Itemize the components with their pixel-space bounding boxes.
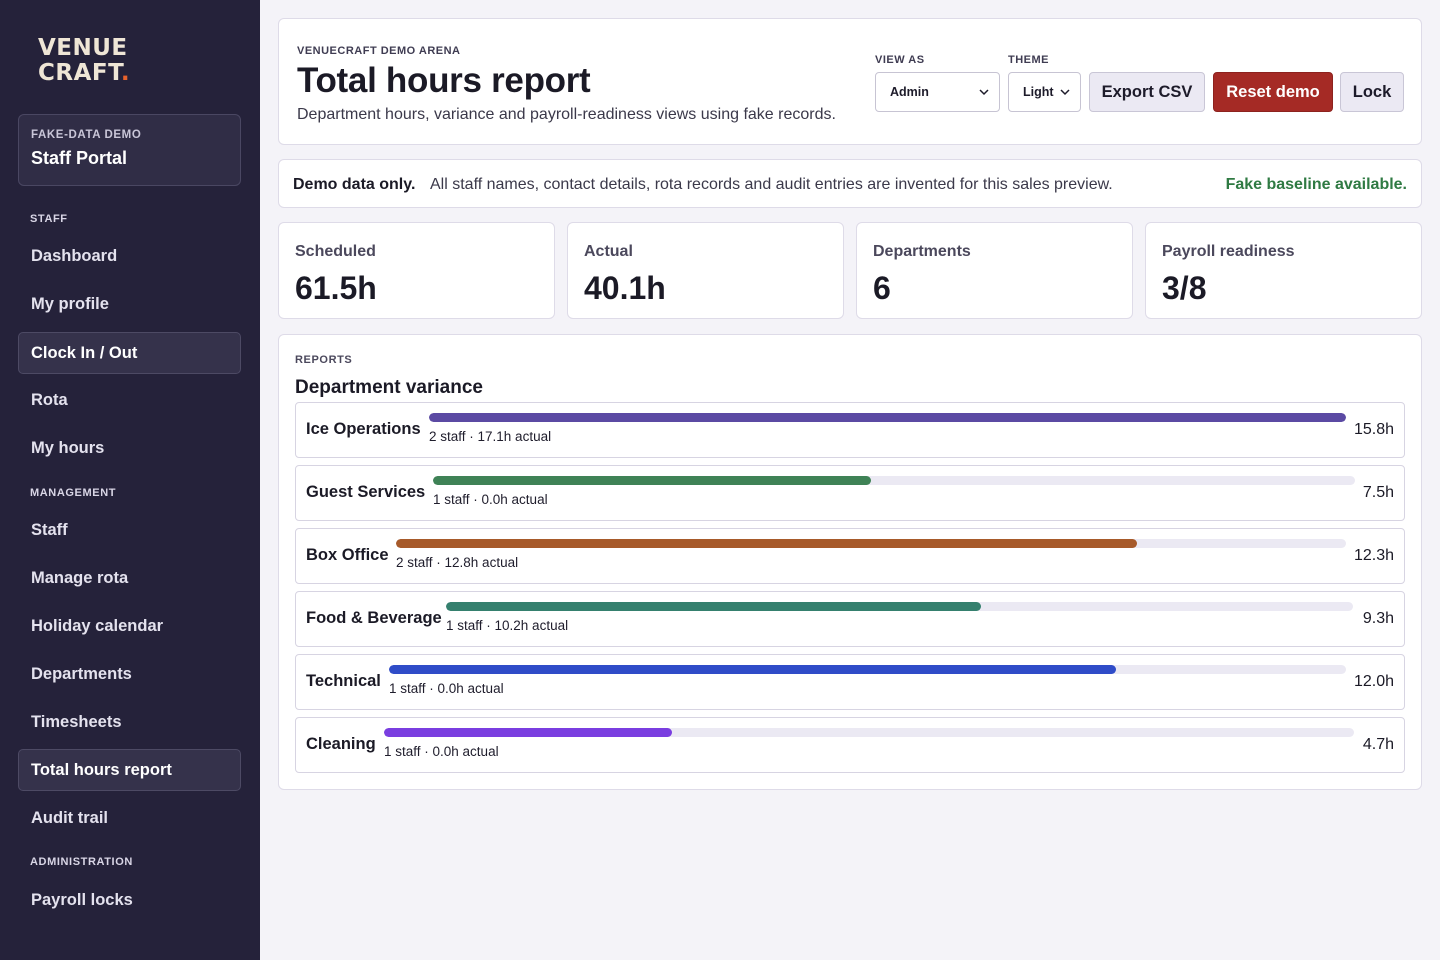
chevron-down-icon [1060,89,1070,96]
department-name: Box Office [306,546,389,564]
department-meta: 1 staff · 10.2h actual [446,618,569,633]
department-name: Technical [306,672,381,690]
variance-bar-fill [384,728,673,737]
stat-card-departments: Departments 6 [856,222,1133,319]
department-hours: 9.3h [1362,610,1394,627]
reports-eyebrow: REPORTS [295,354,353,366]
department-name: Guest Services [306,483,426,501]
department-hours: 4.7h [1362,736,1394,753]
variance-bar [384,728,1354,737]
department-hours: 7.5h [1362,484,1394,501]
portal-eyebrow: FAKE-DATA DEMO [31,129,142,141]
department-meta: 1 staff · 0.0h actual [433,492,548,507]
department-row: Technical 1 staff · 0.0h actual 12.0h [295,654,1405,710]
stat-card-scheduled: Scheduled 61.5h [278,222,555,319]
logo-line-1: VENUE [38,35,128,61]
stat-label: Scheduled [295,243,376,260]
logo-line-2: CRAFT [38,60,121,86]
nav-section-administration: ADMINISTRATION [30,856,133,868]
variance-bar [429,413,1346,422]
stat-card-payroll-readiness: Payroll readiness 3/8 [1145,222,1422,319]
department-hours: 15.8h [1353,421,1394,438]
department-row: Guest Services 1 staff · 0.0h actual 7.5… [295,465,1405,521]
department-row: Food & Beverage 1 staff · 10.2h actual 9… [295,591,1405,647]
venue-eyebrow: VENUECRAFT DEMO ARENA [297,45,461,57]
theme-select[interactable]: Light [1008,72,1081,112]
sidebar-item-audit-trail[interactable]: Audit trail [31,808,108,827]
department-hours: 12.0h [1353,673,1394,690]
stat-card-actual: Actual 40.1h [567,222,844,319]
page-header: VENUECRAFT DEMO ARENA Total hours report… [278,18,1422,145]
sidebar-item-holiday-calendar[interactable]: Holiday calendar [31,616,164,635]
department-row: Box Office 2 staff · 12.8h actual 12.3h [295,528,1405,584]
department-name: Ice Operations [306,420,421,438]
theme-value: Light [1023,85,1054,99]
view-as-label: VIEW AS [875,54,925,66]
export-csv-button[interactable]: Export CSV [1089,72,1205,112]
stat-label: Actual [584,243,633,260]
sidebar-item-clock-in-out[interactable]: Clock In / Out [18,332,241,374]
sidebar-item-staff[interactable]: Staff [31,520,68,539]
baseline-status: Fake baseline available. [1225,176,1407,193]
variance-bar [446,602,1353,611]
lock-button[interactable]: Lock [1340,72,1404,112]
sidebar-item-my-profile[interactable]: My profile [31,294,109,313]
page-title: Total hours report [297,61,591,100]
nav-section-staff: STAFF [30,213,68,225]
sidebar-item-manage-rota[interactable]: Manage rota [31,568,129,587]
department-name: Food & Beverage [306,609,442,627]
chevron-down-icon [979,89,989,96]
nav-section-management: MANAGEMENT [30,487,117,499]
sidebar: VENUE CRAFT. FAKE-DATA DEMO Staff Portal… [0,0,260,960]
view-as-select[interactable]: Admin [875,72,1000,112]
logo-dot: . [120,60,131,86]
sidebar-item-payroll-locks[interactable]: Payroll locks [31,890,133,909]
notice-message: All staff names, contact details, rota r… [430,176,1113,193]
stat-value: 61.5h [295,270,377,306]
sidebar-item-my-hours[interactable]: My hours [31,438,105,457]
variance-bar [433,476,1355,485]
reset-demo-button[interactable]: Reset demo [1213,72,1333,112]
sidebar-item-total-hours-report[interactable]: Total hours report [18,749,241,791]
department-row: Cleaning 1 staff · 0.0h actual 4.7h [295,717,1405,773]
notice-strong: Demo data only. [293,176,416,193]
variance-bar [396,539,1346,548]
portal-name: Staff Portal [31,148,128,168]
demo-notice: Demo data only. All staff names, contact… [278,159,1422,208]
stat-value: 6 [873,270,891,306]
department-meta: 1 staff · 0.0h actual [384,744,499,759]
stat-value: 3/8 [1162,270,1207,306]
variance-bar-fill [433,476,871,485]
variance-bar-fill [396,539,1137,548]
variance-bar [389,665,1346,674]
reports-panel: REPORTS Department variance Ice Operatio… [278,334,1422,790]
view-as-value: Admin [890,85,929,99]
department-meta: 2 staff · 17.1h actual [429,429,552,444]
stat-label: Payroll readiness [1162,243,1295,260]
variance-bar-fill [389,665,1117,674]
page-subtitle: Department hours, variance and payroll-r… [297,106,836,123]
portal-card: FAKE-DATA DEMO Staff Portal [18,114,241,186]
sidebar-item-rota[interactable]: Rota [31,390,68,409]
department-hours: 12.3h [1353,547,1394,564]
department-variance-heading: Department variance [295,377,483,398]
stat-value: 40.1h [584,270,666,306]
department-meta: 1 staff · 0.0h actual [389,681,504,696]
stat-label: Departments [873,243,971,260]
variance-bar-fill [446,602,982,611]
department-name: Cleaning [306,735,376,753]
venuecraft-logo[interactable]: VENUE CRAFT. [38,36,130,86]
sidebar-item-timesheets[interactable]: Timesheets [31,712,122,731]
department-row: Ice Operations 2 staff · 17.1h actual 15… [295,402,1405,458]
sidebar-item-dashboard[interactable]: Dashboard [31,246,118,265]
theme-label: THEME [1008,54,1049,66]
department-meta: 2 staff · 12.8h actual [396,555,519,570]
sidebar-item-departments[interactable]: Departments [31,664,132,683]
variance-bar-fill [429,413,1346,422]
